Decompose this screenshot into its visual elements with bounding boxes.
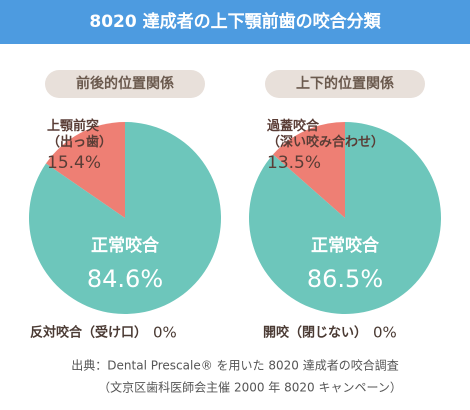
category-label: 開咬（閉じない） bbox=[263, 325, 367, 341]
value-label: 86.5% bbox=[307, 265, 383, 293]
value-label: 13.5% bbox=[267, 153, 321, 173]
source: 出典：Dental Prescale® を用いた 8020 達成者の咬合調査 bbox=[71, 358, 398, 373]
category-label: 過蓋咬合（深い咬み合わせ） bbox=[266, 118, 384, 150]
subtitle-pill bbox=[45, 70, 205, 98]
pie-slice bbox=[28, 122, 222, 314]
value-label: 0% bbox=[153, 324, 177, 342]
subtitle-pill bbox=[265, 70, 425, 98]
title: 8020 達成者の上下顎前歯の咬合分類 bbox=[89, 11, 381, 32]
subtitle: 上下的位置関係 bbox=[296, 75, 394, 92]
category-label: 正常咬合 bbox=[311, 235, 380, 256]
source: （文京区歯科医師会主催 2000 年 8020 キャンペーン） bbox=[98, 380, 402, 395]
category-label: 反対咬合（受け口） bbox=[30, 325, 147, 341]
value-label: 0% bbox=[373, 324, 397, 342]
value-label: 84.6% bbox=[87, 265, 163, 293]
title-bar bbox=[0, 0, 470, 44]
subtitle: 前後的位置関係 bbox=[76, 75, 174, 92]
pie-slice bbox=[272, 122, 345, 218]
category-label: 上顎前突（出っ歯） bbox=[47, 118, 112, 150]
category-label: 正常咬合 bbox=[91, 235, 160, 256]
pie-slice bbox=[249, 122, 442, 315]
value-label: 15.4% bbox=[47, 153, 101, 173]
pie-slice bbox=[45, 122, 125, 218]
